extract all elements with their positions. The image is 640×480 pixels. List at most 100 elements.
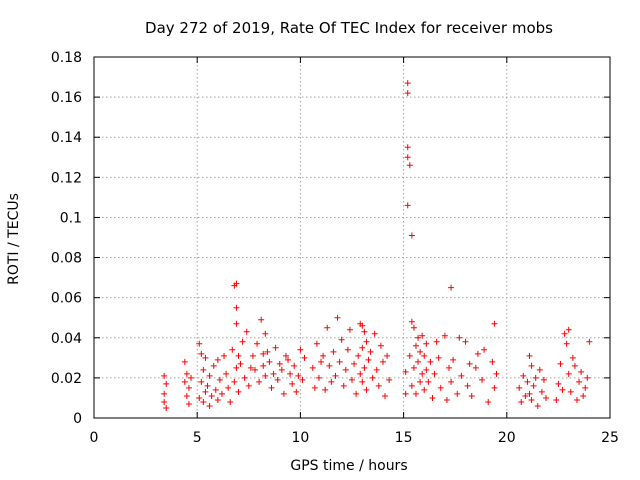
- y-axis-label: ROTI / TECUs: [6, 193, 22, 285]
- data-point: [559, 386, 566, 393]
- data-point: [274, 376, 281, 383]
- data-point: [491, 384, 498, 391]
- data-point: [540, 376, 547, 383]
- data-point: [555, 380, 562, 387]
- data-point: [569, 354, 576, 361]
- data-point: [223, 370, 230, 377]
- data-point: [202, 354, 209, 361]
- data-point: [231, 378, 238, 385]
- data-point: [417, 378, 424, 385]
- data-point: [270, 370, 277, 377]
- data-point: [536, 366, 543, 373]
- data-point: [188, 374, 195, 381]
- data-point: [553, 396, 560, 403]
- y-tick-label: 0: [73, 411, 82, 427]
- data-point: [318, 358, 325, 365]
- data-point: [532, 374, 539, 381]
- data-point: [567, 388, 574, 395]
- data-point: [309, 364, 316, 371]
- data-point: [580, 392, 587, 399]
- data-point: [369, 374, 376, 381]
- data-point: [423, 340, 430, 347]
- data-point: [161, 390, 168, 397]
- data-point: [225, 384, 232, 391]
- data-point: [576, 378, 583, 385]
- data-point: [377, 342, 384, 349]
- data-point: [251, 366, 258, 373]
- data-point: [260, 350, 267, 357]
- data-point: [349, 376, 355, 383]
- data-point: [412, 342, 419, 349]
- data-point: [233, 364, 240, 371]
- data-point: [185, 384, 192, 391]
- data-point: [415, 358, 422, 365]
- data-point: [340, 382, 347, 389]
- data-point: [181, 358, 188, 365]
- data-point: [448, 284, 455, 291]
- data-point: [402, 368, 409, 375]
- data-point: [328, 378, 335, 385]
- data-point: [363, 386, 370, 393]
- data-point: [375, 382, 382, 389]
- data-point: [214, 396, 221, 403]
- data-point: [247, 364, 254, 371]
- data-point: [425, 378, 432, 385]
- data-point: [334, 314, 341, 321]
- data-point: [386, 376, 393, 383]
- data-point: [338, 336, 345, 343]
- data-point: [278, 366, 285, 373]
- data-point: [412, 390, 419, 397]
- data-point: [239, 338, 246, 345]
- data-point: [214, 356, 221, 363]
- data-point: [458, 372, 465, 379]
- data-point: [208, 392, 215, 399]
- data-point: [421, 352, 428, 359]
- data-point: [363, 338, 370, 345]
- data-point: [258, 316, 265, 323]
- data-point: [402, 390, 409, 397]
- data-point: [241, 374, 248, 381]
- data-point: [359, 344, 366, 351]
- data-point: [408, 318, 415, 325]
- data-point: [443, 396, 450, 403]
- data-point: [282, 352, 289, 359]
- data-point: [266, 358, 273, 365]
- data-point: [163, 380, 170, 387]
- data-point: [313, 340, 320, 347]
- data-point: [181, 378, 188, 385]
- data-point: [285, 356, 292, 363]
- data-point: [441, 332, 448, 339]
- data-point: [330, 348, 337, 355]
- data-point: [229, 346, 236, 353]
- data-point: [361, 328, 368, 335]
- data-point: [528, 396, 535, 403]
- data-point: [206, 402, 213, 409]
- data-point: [530, 382, 537, 389]
- y-tick-label: 0.1: [60, 210, 82, 226]
- y-tick-label: 0.18: [51, 50, 82, 66]
- data-point: [528, 362, 535, 369]
- data-point: [526, 352, 533, 359]
- data-point: [404, 90, 411, 97]
- data-point: [280, 390, 287, 397]
- data-point: [373, 366, 380, 373]
- data-point: [561, 330, 568, 337]
- data-point: [254, 340, 261, 347]
- data-point: [204, 382, 211, 389]
- data-point: [163, 404, 170, 411]
- data-point: [520, 372, 527, 379]
- data-point: [196, 394, 203, 401]
- data-point: [299, 376, 306, 383]
- data-point: [221, 352, 228, 359]
- data-point: [431, 370, 438, 377]
- data-point: [408, 232, 415, 239]
- data-point: [332, 372, 339, 379]
- data-point: [351, 360, 358, 367]
- data-point: [524, 378, 531, 385]
- data-point: [315, 374, 322, 381]
- x-tick-label: 20: [498, 430, 516, 446]
- data-point: [357, 370, 364, 377]
- y-tick-label: 0.02: [51, 371, 82, 387]
- data-point: [216, 376, 223, 383]
